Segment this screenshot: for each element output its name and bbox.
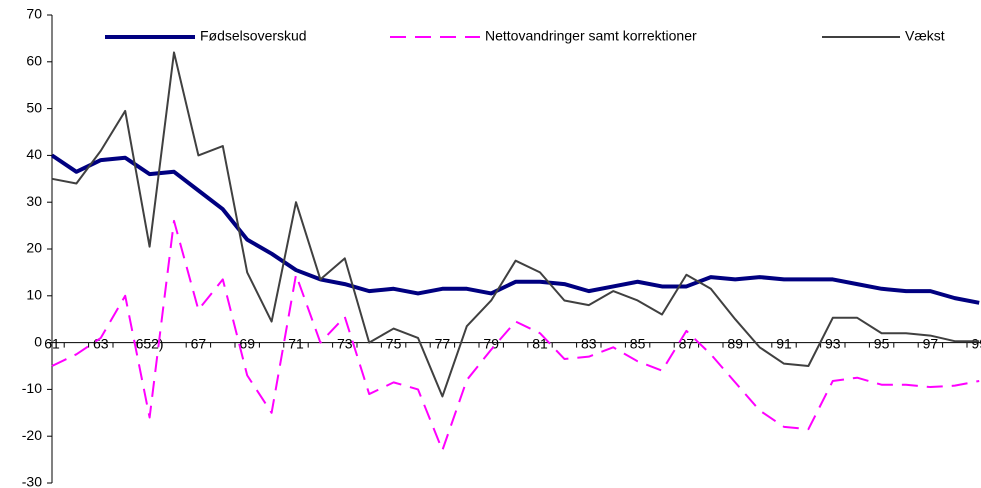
x-tick-label: 61 (44, 335, 60, 351)
x-tick-label: 77 (435, 335, 451, 351)
x-tick-label: 93 (825, 335, 841, 351)
x-tick-label: 71 (288, 335, 304, 351)
x-tick-label: 69 (239, 335, 255, 351)
x-tick-label: 81 (532, 335, 548, 351)
y-tick-label: 20 (26, 240, 42, 256)
x-tick-label: 91 (776, 335, 792, 351)
x-tick-label: 99 (971, 335, 981, 351)
x-tick-label: 79 (483, 335, 499, 351)
x-tick-label: 75 (386, 335, 402, 351)
x-tick-label: 87 (679, 335, 695, 351)
y-tick-label: 50 (26, 99, 42, 115)
x-tick-label: 97 (923, 335, 939, 351)
series-line (51, 219, 980, 452)
legend-label: Fødselsoverskud (200, 28, 307, 44)
y-tick-label: 30 (26, 193, 42, 209)
y-tick-label: 70 (26, 6, 42, 22)
y-tick-label: 40 (26, 146, 42, 162)
y-tick-label: -20 (22, 427, 42, 443)
series-line (50, 153, 980, 305)
y-tick-label: -30 (22, 474, 42, 488)
x-tick-label: 652) (136, 335, 164, 351)
legend-label: Nettovandringer samt korrektioner (485, 28, 697, 44)
x-tick-label: 89 (727, 335, 743, 351)
x-tick-label: 73 (337, 335, 353, 351)
x-tick-label: 85 (630, 335, 646, 351)
y-tick-label: 10 (26, 287, 42, 303)
x-tick-label: 67 (191, 335, 207, 351)
y-tick-label: 0 (34, 333, 42, 349)
x-tick-label: 95 (874, 335, 890, 351)
y-tick-label: 60 (26, 53, 42, 69)
series-line (51, 51, 980, 398)
x-tick-label: 83 (581, 335, 597, 351)
legend-label: Vækst (905, 28, 945, 44)
y-tick-label: -10 (22, 380, 42, 396)
